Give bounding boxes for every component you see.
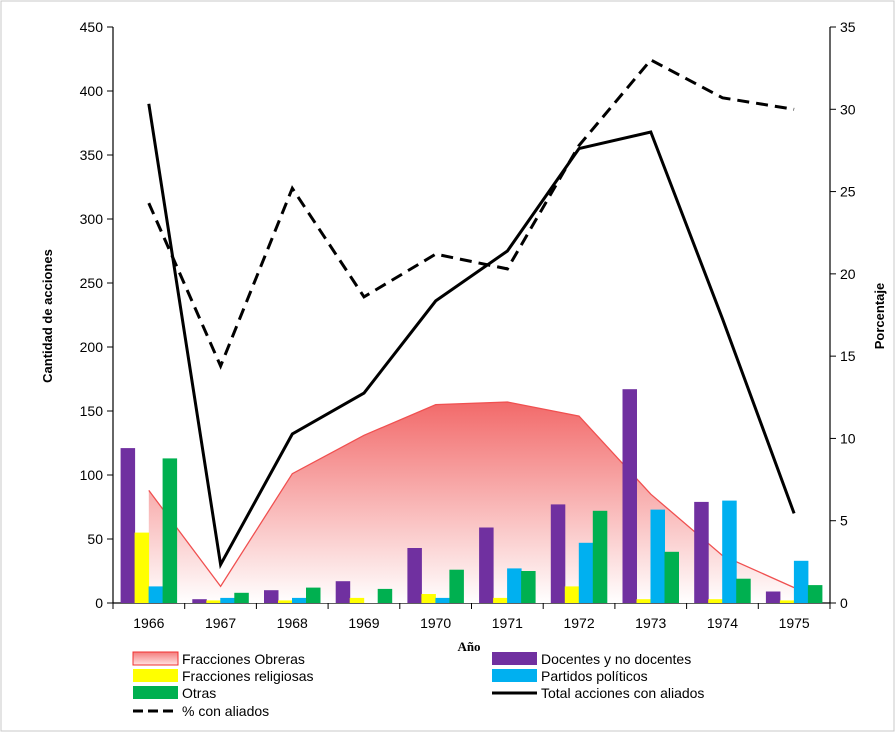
bar-fracciones-religiosas xyxy=(779,600,795,603)
bar-docentes-y-no-docentes xyxy=(407,548,422,603)
bar-otras xyxy=(664,551,679,603)
y-right-tick-label: 0 xyxy=(840,595,848,611)
legend-label: % con aliados xyxy=(182,703,269,719)
legend-label: Otras xyxy=(182,685,216,701)
legend-swatch-bar xyxy=(492,652,537,665)
x-axis-title: Año xyxy=(457,639,480,654)
bar-partidos-politicos xyxy=(148,586,164,603)
y-right-tick-label: 15 xyxy=(840,348,856,364)
bar-docentes-y-no-docentes xyxy=(479,527,494,603)
y-right-tick-label: 10 xyxy=(840,430,856,446)
y-left-tick-label: 200 xyxy=(80,339,104,355)
bar-fracciones-religiosas xyxy=(278,600,293,603)
legend-swatch-area xyxy=(132,651,179,666)
bar-docentes-y-no-docentes xyxy=(765,591,781,603)
y-right-tick-label: 35 xyxy=(840,19,856,35)
bar-docentes-y-no-docentes xyxy=(550,504,566,603)
y-right-tick-label: 25 xyxy=(840,184,856,200)
y-left-tick-label: 250 xyxy=(80,275,104,291)
bar-otras xyxy=(592,510,608,603)
y-left-tick-label: 350 xyxy=(80,147,104,163)
bar-otras xyxy=(736,578,751,603)
bar-otras xyxy=(234,592,249,603)
y-left-tick-label: 100 xyxy=(80,467,104,483)
bar-docentes-y-no-docentes xyxy=(622,389,637,603)
y-axis-left-title: Cantidad de acciones xyxy=(40,249,55,383)
bar-partidos-politicos xyxy=(507,568,522,603)
y-axis-right-title: Porcentaje xyxy=(872,283,887,349)
bar-docentes-y-no-docentes xyxy=(120,448,136,603)
bar-partidos-politicos xyxy=(220,597,235,603)
x-tick-label: 1969 xyxy=(348,615,379,631)
x-tick-label: 1972 xyxy=(563,615,594,631)
y-left-tick-label: 50 xyxy=(87,531,103,547)
y-right-tick-label: 5 xyxy=(840,513,848,529)
x-tick-label: 1975 xyxy=(779,615,810,631)
bar-partidos-politicos xyxy=(578,542,594,603)
bar-fracciones-religiosas xyxy=(421,594,436,603)
legend-label: Partidos políticos xyxy=(541,668,648,684)
y-left-tick-label: 400 xyxy=(80,83,104,99)
bar-docentes-y-no-docentes xyxy=(694,501,709,603)
bar-otras xyxy=(162,458,178,603)
bar-fracciones-religiosas xyxy=(636,599,651,603)
y-left-tick-label: 300 xyxy=(80,211,104,227)
y-left-tick-label: 150 xyxy=(80,403,104,419)
line-total-acciones-con-aliados xyxy=(147,103,796,570)
x-tick-label: 1966 xyxy=(133,615,164,631)
bar-otras xyxy=(449,569,464,603)
legend-label: Fracciones Obreras xyxy=(182,651,305,667)
bar-partidos-politicos xyxy=(722,500,737,603)
bar-docentes-y-no-docentes xyxy=(264,590,279,603)
area-fracciones-obreras-outline xyxy=(148,401,795,589)
x-tick-label: 1967 xyxy=(205,615,236,631)
bar-partidos-politicos xyxy=(435,597,450,603)
legend-swatch-bar xyxy=(133,686,178,699)
bar-fracciones-religiosas xyxy=(134,532,150,603)
bar-docentes-y-no-docentes xyxy=(335,581,351,603)
y-left-tick-label: 0 xyxy=(95,595,103,611)
y-right-tick-label: 20 xyxy=(840,266,856,282)
bar-partidos-politicos xyxy=(292,597,307,603)
bar-partidos-politicos xyxy=(793,560,809,603)
bar-fracciones-religiosas xyxy=(564,586,580,603)
bar-otras xyxy=(377,588,393,603)
legend-swatch-bar xyxy=(133,669,178,682)
x-tick-label: 1970 xyxy=(420,615,451,631)
y-right-tick-label: 30 xyxy=(840,101,856,117)
bar-fracciones-religiosas xyxy=(206,600,221,603)
bar-otras xyxy=(521,571,536,603)
bar-fracciones-religiosas xyxy=(493,597,508,603)
line-porcentaje-con-aliados xyxy=(147,58,795,370)
bar-otras xyxy=(807,585,823,603)
legend-label: Total acciones con aliados xyxy=(541,685,704,701)
bar-otras xyxy=(306,587,321,603)
x-tick-label: 1973 xyxy=(635,615,666,631)
legend-label: Fracciones religiosas xyxy=(182,668,314,684)
legend-swatch-bar xyxy=(492,669,537,682)
bar-docentes-y-no-docentes xyxy=(192,599,207,603)
bar-partidos-politicos xyxy=(650,509,665,603)
x-tick-label: 1971 xyxy=(492,615,523,631)
x-tick-label: 1968 xyxy=(277,615,308,631)
bar-fracciones-religiosas xyxy=(708,599,723,603)
bar-fracciones-religiosas xyxy=(349,597,365,603)
x-tick-label: 1974 xyxy=(707,615,738,631)
legend-label: Docentes y no docentes xyxy=(541,651,691,667)
y-left-tick-label: 450 xyxy=(80,19,104,35)
